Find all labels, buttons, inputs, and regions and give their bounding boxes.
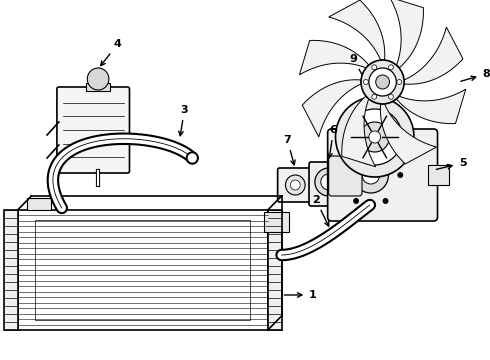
Circle shape — [364, 80, 368, 85]
Circle shape — [397, 80, 402, 85]
Text: 5: 5 — [436, 158, 467, 169]
Circle shape — [353, 157, 389, 193]
Polygon shape — [380, 104, 437, 164]
Text: 2: 2 — [312, 195, 329, 226]
FancyBboxPatch shape — [278, 168, 313, 202]
Circle shape — [362, 166, 380, 184]
Bar — [268, 210, 282, 330]
Circle shape — [361, 60, 404, 104]
Bar — [35, 220, 250, 320]
Circle shape — [397, 172, 403, 178]
Circle shape — [321, 174, 337, 190]
Bar — [27, 198, 51, 210]
FancyBboxPatch shape — [328, 129, 438, 221]
FancyBboxPatch shape — [361, 123, 412, 149]
Circle shape — [347, 109, 402, 165]
Circle shape — [336, 97, 414, 177]
Circle shape — [87, 68, 109, 90]
Circle shape — [291, 180, 300, 190]
Circle shape — [389, 65, 393, 70]
Circle shape — [339, 172, 344, 178]
Bar — [18, 210, 268, 330]
Bar — [428, 165, 449, 185]
Circle shape — [369, 131, 381, 143]
Polygon shape — [302, 80, 361, 137]
Circle shape — [188, 154, 196, 162]
Text: 3: 3 — [179, 105, 188, 136]
FancyBboxPatch shape — [309, 162, 348, 206]
Text: 7: 7 — [284, 135, 295, 165]
Circle shape — [383, 198, 389, 204]
Circle shape — [369, 68, 396, 96]
Polygon shape — [299, 40, 368, 75]
Text: 1: 1 — [284, 290, 317, 300]
Polygon shape — [342, 96, 376, 167]
Text: 8: 8 — [461, 69, 490, 81]
Bar — [264, 212, 290, 232]
Circle shape — [353, 146, 359, 152]
Circle shape — [360, 122, 390, 152]
Polygon shape — [396, 89, 466, 123]
Circle shape — [383, 146, 389, 152]
Text: 4: 4 — [101, 39, 122, 66]
FancyBboxPatch shape — [57, 87, 129, 173]
Circle shape — [372, 94, 377, 99]
Circle shape — [353, 198, 359, 204]
Circle shape — [376, 75, 390, 89]
Text: 9: 9 — [349, 54, 372, 93]
Circle shape — [315, 168, 343, 196]
Polygon shape — [390, 0, 423, 68]
Circle shape — [372, 65, 377, 70]
Text: 6: 6 — [328, 125, 338, 158]
Circle shape — [186, 152, 198, 164]
Circle shape — [286, 175, 305, 195]
FancyBboxPatch shape — [329, 156, 362, 196]
Polygon shape — [329, 0, 385, 60]
Bar — [86, 83, 110, 91]
Circle shape — [389, 94, 393, 99]
Polygon shape — [404, 27, 463, 84]
Bar — [4, 210, 18, 330]
